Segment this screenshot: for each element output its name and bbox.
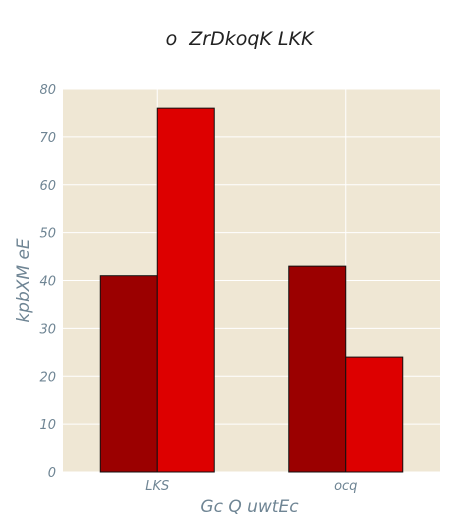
bar-ocq-series-2 [345, 356, 404, 473]
y-tick-label: 30 [39, 322, 56, 337]
chart-title: o ZrDkoqK LKK [166, 28, 315, 50]
bars [99, 107, 404, 473]
y-tick-labels: 0 10 20 30 40 50 60 70 80 [39, 83, 56, 481]
x-tick-label: ocq [334, 479, 357, 494]
y-tick-label: 40 [39, 275, 56, 290]
y-tick-label: 70 [39, 131, 56, 146]
x-tick-label: LKS [145, 479, 169, 494]
x-tick-labels: LKS ocq [145, 479, 357, 494]
y-tick-label: 80 [39, 83, 56, 98]
y-tick-label: 60 [39, 179, 56, 194]
bar-LKS-series-1 [99, 275, 158, 473]
x-axis-label: Gc Q uwtEc [200, 497, 299, 517]
bar-ocq-series-1 [288, 265, 347, 473]
y-tick-label: 50 [39, 227, 56, 242]
y-tick-label: 10 [39, 418, 56, 433]
y-tick-label: 0 [48, 466, 56, 481]
y-tick-label: 20 [39, 370, 56, 385]
y-axis-label: kpbXM eE [14, 238, 34, 323]
bar-LKS-series-2 [156, 107, 215, 473]
